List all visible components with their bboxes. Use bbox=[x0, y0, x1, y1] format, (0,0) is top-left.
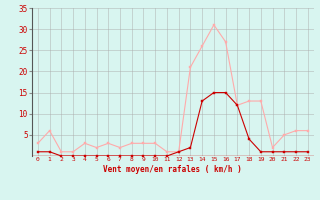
X-axis label: Vent moyen/en rafales ( km/h ): Vent moyen/en rafales ( km/h ) bbox=[103, 165, 242, 174]
